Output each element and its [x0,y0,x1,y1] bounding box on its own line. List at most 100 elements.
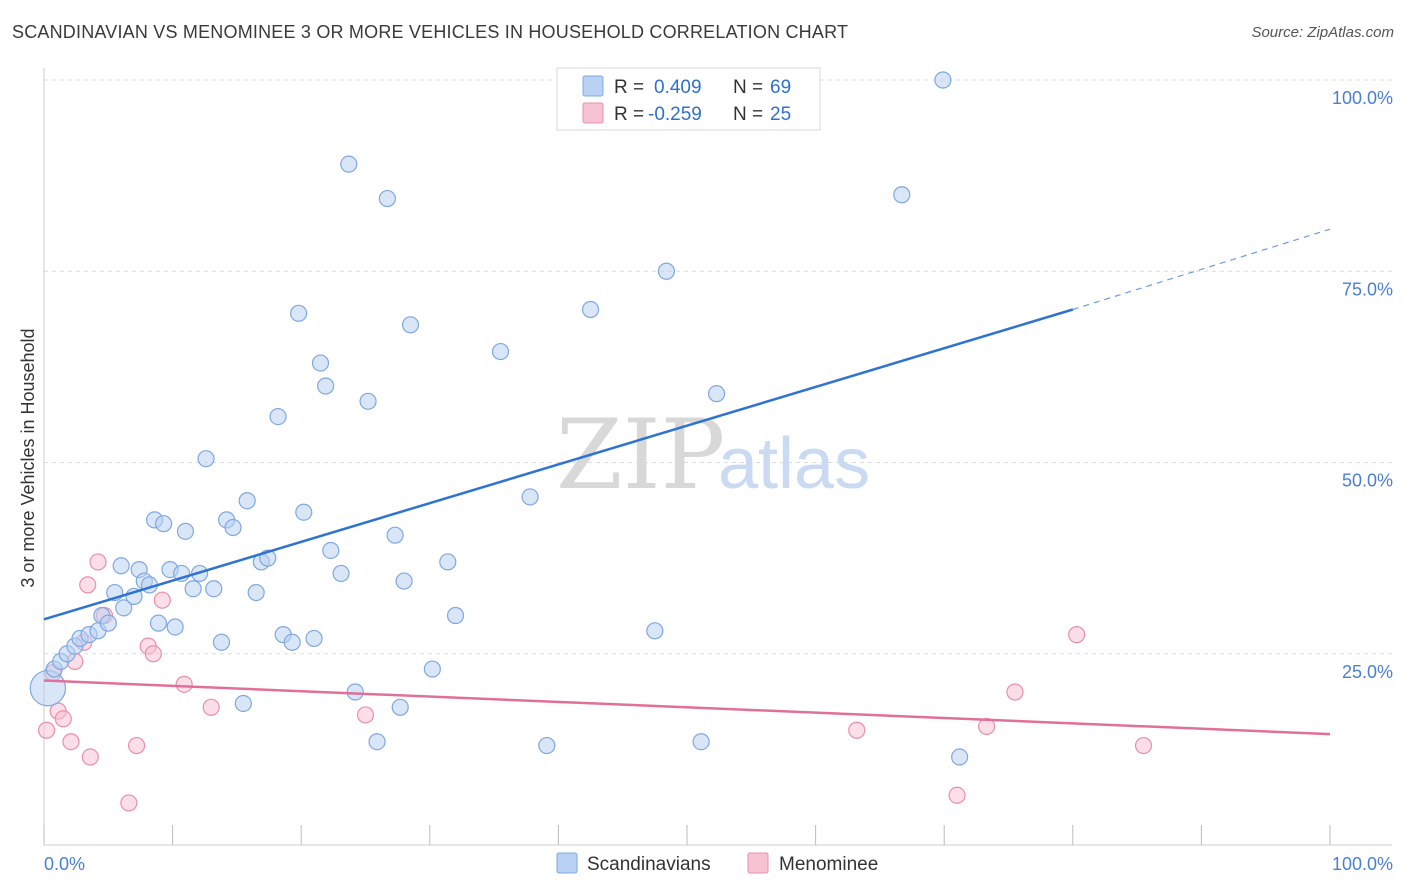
scandinavian-point [332,564,350,583]
legend-n-label-2: N = [733,104,763,125]
menominee-swatch [582,102,604,124]
scandinavian-points [29,71,969,766]
legend-r-value-1: 0.409 [654,77,702,98]
legend-swatch-menominee [747,852,769,874]
scandinavian-point [295,503,313,521]
scandinavian-point [166,618,184,636]
y-axis-label: 3 or more Vehicles in Household [18,328,38,587]
scandinavian-point [234,694,252,713]
menominee-points [37,553,1153,812]
watermark-zip: ZIP [556,399,725,511]
legend-r-label-1: R = [614,77,644,98]
menominee-point [848,721,866,739]
watermark: ZIP atlas [556,399,870,511]
y-tick-label: 100.0% [1332,88,1393,108]
scandinavian-point [646,622,664,640]
legend-r-value-2: -0.259 [648,104,702,125]
scandinavian-point [378,189,396,208]
scandinavians-trend-extension [1072,228,1331,311]
scandinavian-point [176,522,195,540]
watermark-atlas: atlas [718,424,870,504]
scandinavian-point [322,541,340,560]
menominee-point [1134,736,1153,755]
menominee-point [54,710,72,728]
menominee-point [144,645,162,663]
scandinavian-point [305,629,323,648]
legend-n-value-1: 69 [770,77,791,98]
legend-r-label-2: R = [614,104,644,125]
menominee-point [202,698,220,716]
menominee-point [81,748,99,766]
scandinavian-point [893,186,911,204]
legend-swatch-scandinavians [556,852,578,874]
scandinavian-point [112,557,130,575]
menominee-point [948,786,966,804]
scandinavian-point [707,385,726,403]
scandinavian-point [340,155,358,173]
menominee-point [1006,683,1024,701]
menominee-point [37,721,56,739]
menominee-point [356,706,375,724]
scandinavian-point [934,71,952,89]
scandinavian-point [115,599,133,617]
scandinavian-point [283,633,301,651]
scandinavian-point [657,262,676,280]
scandinavian-point [99,614,117,632]
menominee-point [127,736,146,755]
x-tick-label-max: 100.0% [1332,854,1393,874]
menominee-point [175,675,193,693]
scandinavian-point [205,580,223,598]
scandinavian-point [538,736,556,755]
scandinavian-point [391,698,409,716]
legend-label-menominee: Menominee [779,854,878,875]
scandinavians-swatch [582,75,604,97]
scandinavian-point [386,526,404,544]
scandinavian-point [395,572,413,590]
stats-legend: R = 0.409 N = 69 R = -0.259 N = 25 [556,67,821,131]
chart-source: Source: ZipAtlas.com [1251,24,1394,41]
x-tick-label-min: 0.0% [44,854,85,874]
scandinavian-point [581,300,600,319]
scandinavian-point [439,553,457,571]
y-tick-label: 25.0% [1342,662,1393,682]
scandinavian-point [197,450,215,468]
chart-title: SCANDINAVIAN VS MENOMINEE 3 OR MORE VEHI… [12,22,849,42]
legend-n-label-1: N = [733,77,763,98]
scandinavian-point [521,488,539,506]
menominee-point [978,717,996,736]
menominee-trend-line [43,679,1331,736]
scandinavian-point [491,342,510,361]
legend-label-scandinavians: Scandinavians [587,854,711,875]
scandinavians-trend-line [43,308,1074,621]
y-tick-label: 75.0% [1342,279,1393,299]
scandinavian-point [29,669,67,707]
scandinavian-point [247,583,265,602]
scandinavian-point [149,614,168,632]
menominee-point [62,733,80,751]
scandinavian-point [311,354,330,372]
scandinavian-point [238,492,256,510]
scandinavian-point [368,733,386,751]
grid-layer [44,79,1392,655]
axes-layer: 25.0% 50.0% 75.0% 100.0% 0.0% 100.0% [43,68,1393,874]
scandinavian-point [269,408,287,426]
scandinavian-point [951,748,969,766]
scandinavian-point [692,733,710,751]
scandinavian-point [184,580,202,598]
menominee-point [153,591,171,609]
scandinavian-point [212,633,231,651]
scandinavian-point [290,304,308,322]
scandinavian-point [317,377,335,395]
scandinavian-point [423,660,441,678]
series-legend: Scandinavians Menominee [556,852,878,875]
scandinavian-point [359,392,377,410]
menominee-point [120,794,138,812]
scandinavian-point [401,316,420,334]
scandinavian-point [154,515,173,533]
scandinavian-point [446,606,465,625]
menominee-point [79,576,97,594]
scandinavian-point [224,518,242,537]
legend-n-value-2: 25 [770,104,791,125]
menominee-point [1068,626,1086,644]
